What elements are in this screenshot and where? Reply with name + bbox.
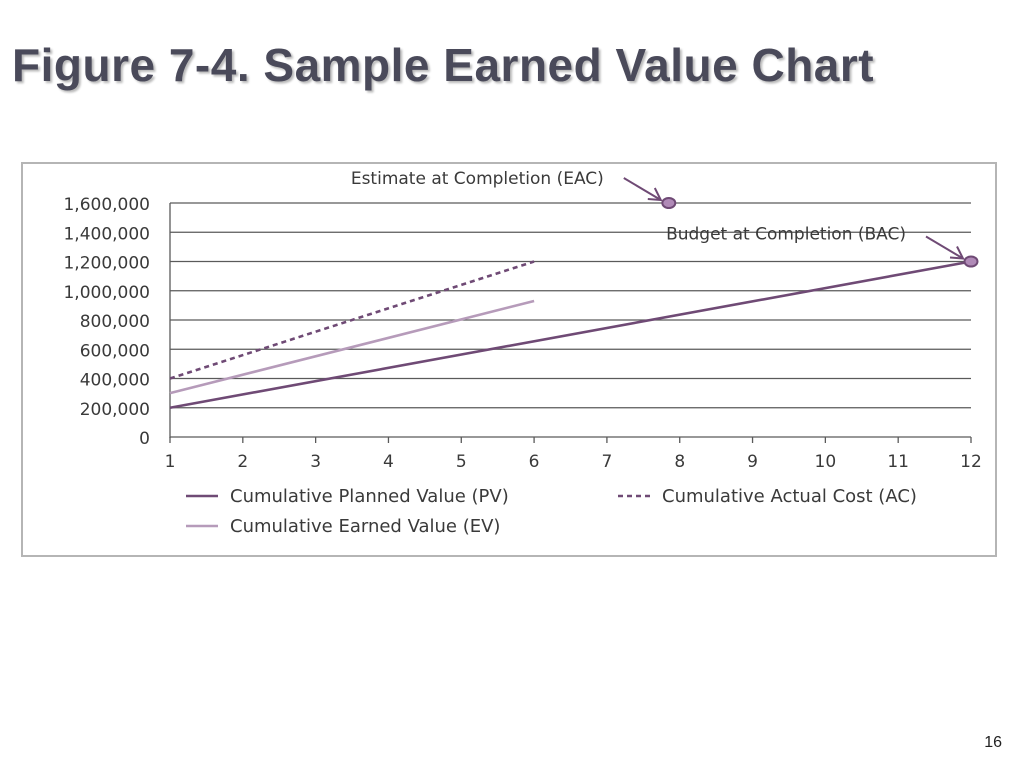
x-tick-label: 11 [887, 452, 909, 472]
bac-label: Budget at Completion (BAC) [666, 225, 906, 245]
legend-label: Cumulative Actual Cost (AC) [662, 486, 917, 507]
series-line-pv [169, 260, 972, 410]
series-line-ac [169, 260, 535, 380]
y-tick-label: 1,200,000 [63, 254, 150, 274]
x-tick-label: 3 [310, 452, 321, 472]
x-tick-label: 1 [165, 452, 176, 472]
y-tick-label: 600,000 [80, 341, 150, 361]
x-tick-label: 2 [237, 452, 248, 472]
x-tick-label: 9 [747, 452, 758, 472]
grid-lines [169, 202, 971, 438]
y-tick-label: 1,000,000 [63, 283, 150, 303]
annotation-arrow [925, 235, 964, 260]
x-tick-label: 7 [601, 452, 612, 472]
annotation-arrow [623, 177, 662, 201]
legend-label: Cumulative Earned Value (EV) [230, 516, 500, 537]
y-tick-label: 400,000 [80, 371, 150, 391]
x-tick-label: 12 [960, 452, 982, 472]
slide-title: Figure 7-4. Sample Earned Value Chart [12, 39, 875, 91]
chart-frame: 0 200,000 400,000 600,000 800,000 1,000,000 1,… [21, 162, 997, 557]
annotation-arrowhead [949, 246, 965, 260]
y-tick-label: 1,400,000 [63, 224, 150, 244]
eac-marker [661, 197, 677, 209]
eac-label: Estimate at Completion (EAC) [351, 169, 604, 189]
y-tick-label: 200,000 [80, 400, 150, 420]
y-tick-label: 1,600,000 [63, 195, 150, 215]
x-tick-label: 5 [456, 452, 467, 472]
y-axis-ticks: 0 200,000 400,000 600,000 800,000 1,000,000 1,… [63, 195, 150, 449]
legend-label: Cumulative Planned Value (PV) [230, 486, 509, 507]
earned-value-chart: 0 200,000 400,000 600,000 800,000 1,000,000 1,… [63, 169, 982, 537]
legend: Cumulative Planned Value (PV) Cumulative … [186, 486, 917, 537]
series-line-ev [169, 299, 535, 395]
y-tick-label: 800,000 [80, 312, 150, 332]
x-tick-label: 6 [529, 452, 540, 472]
x-tick-label: 10 [815, 452, 837, 472]
page-number: 16 [984, 734, 1002, 751]
bac-marker [963, 255, 979, 268]
y-tick-label: 0 [139, 429, 150, 449]
annotation-arrowhead [647, 187, 663, 202]
annotations: Estimate at Completion (EAC) Budget at Co… [351, 169, 979, 268]
series-lines [169, 260, 972, 410]
x-tick-label: 8 [674, 452, 685, 472]
x-axis-ticks: 1 2 3 4 5 6 7 8 9 10 11 12 [165, 437, 982, 472]
x-tick-label: 4 [383, 452, 394, 472]
